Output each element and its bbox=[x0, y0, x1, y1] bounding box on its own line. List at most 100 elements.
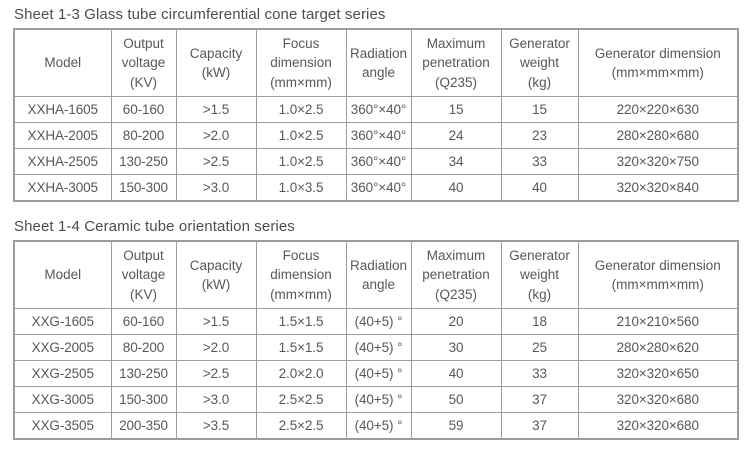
cell-capacity: >3.5 bbox=[175, 412, 257, 440]
table-row: XXHA-2505 130-250 >2.5 1.0×2.5 360°×40° … bbox=[13, 148, 739, 175]
header-focus-dimension: Focus dimension (mm×mm) bbox=[255, 28, 347, 97]
cell-max-penetration: 40 bbox=[410, 360, 502, 387]
cell-radiation-angle: (40+5) ° bbox=[345, 334, 412, 361]
ceramic-tube-table-section: Sheet 1-4 Ceramic tube orientation serie… bbox=[13, 218, 750, 440]
cell-capacity: >2.0 bbox=[175, 122, 257, 149]
cell-generator-weight: 25 bbox=[500, 334, 579, 361]
cell-model: XXHA-2005 bbox=[13, 122, 112, 149]
cell-max-penetration: 59 bbox=[410, 412, 502, 440]
table-row: XXG-2505 130-250 >2.5 2.0×2.0 (40+5) ° 4… bbox=[13, 360, 739, 387]
cell-generator-weight: 23 bbox=[500, 122, 579, 149]
cell-focus-dimension: 1.0×3.5 bbox=[255, 174, 347, 202]
cell-model: XXHA-1605 bbox=[13, 96, 112, 123]
header-model: Model bbox=[13, 28, 112, 97]
table-row: XXG-3505 200-350 >3.5 2.5×2.5 (40+5) ° 5… bbox=[13, 412, 739, 440]
header-radiation-angle: Radiation angle bbox=[345, 28, 412, 97]
header-generator-dimension: Generator dimension (mm×mm×mm) bbox=[577, 28, 739, 97]
cell-generator-dimension: 320×320×680 bbox=[577, 386, 739, 413]
header-generator-dimension: Generator dimension (mm×mm×mm) bbox=[577, 240, 739, 309]
cell-output-voltage: 150-300 bbox=[110, 174, 177, 202]
cell-radiation-angle: 360°×40° bbox=[345, 96, 412, 123]
cell-model: XXHA-2505 bbox=[13, 148, 112, 175]
cell-capacity: >1.5 bbox=[175, 96, 257, 123]
cell-model: XXG-3505 bbox=[13, 412, 112, 440]
cell-output-voltage: 60-160 bbox=[110, 96, 177, 123]
table-row: XXG-1605 60-160 >1.5 1.5×1.5 (40+5) ° 20… bbox=[13, 308, 739, 335]
glass-tube-table-section: Sheet 1-3 Glass tube circumferential con… bbox=[13, 6, 750, 202]
cell-output-voltage: 130-250 bbox=[110, 148, 177, 175]
header-focus-dimension: Focus dimension (mm×mm) bbox=[255, 240, 347, 309]
cell-generator-weight: 40 bbox=[500, 174, 579, 202]
cell-generator-weight: 18 bbox=[500, 308, 579, 335]
cell-radiation-angle: 360°×40° bbox=[345, 174, 412, 202]
header-generator-weight: Generator weight (kg) bbox=[500, 28, 579, 97]
header-generator-weight: Generator weight (kg) bbox=[500, 240, 579, 309]
cell-generator-dimension: 320×320×650 bbox=[577, 360, 739, 387]
cell-focus-dimension: 2.0×2.0 bbox=[255, 360, 347, 387]
header-model: Model bbox=[13, 240, 112, 309]
cell-max-penetration: 34 bbox=[410, 148, 502, 175]
cell-focus-dimension: 1.5×1.5 bbox=[255, 334, 347, 361]
cell-generator-dimension: 220×220×630 bbox=[577, 96, 739, 123]
sheet-1-4-title: Sheet 1-4 Ceramic tube orientation serie… bbox=[14, 218, 295, 235]
glass-tube-spec-table: Model Output voltage (KV) Capacity (kW) … bbox=[13, 28, 739, 202]
cell-output-voltage: 60-160 bbox=[110, 308, 177, 335]
cell-generator-weight: 33 bbox=[500, 360, 579, 387]
table-row: XXG-2005 80-200 >2.0 1.5×1.5 (40+5) ° 30… bbox=[13, 334, 739, 361]
cell-capacity: >2.5 bbox=[175, 148, 257, 175]
cell-focus-dimension: 1.0×2.5 bbox=[255, 96, 347, 123]
header-capacity: Capacity (kW) bbox=[175, 28, 257, 97]
cell-generator-dimension: 280×280×620 bbox=[577, 334, 739, 361]
cell-generator-dimension: 320×320×750 bbox=[577, 148, 739, 175]
ceramic-tube-spec-table: Model Output voltage (KV) Capacity (kW) … bbox=[13, 240, 739, 440]
cell-generator-dimension: 280×280×680 bbox=[577, 122, 739, 149]
cell-capacity: >1.5 bbox=[175, 308, 257, 335]
cell-max-penetration: 50 bbox=[410, 386, 502, 413]
cell-generator-dimension: 320×320×840 bbox=[577, 174, 739, 202]
cell-radiation-angle: (40+5) ° bbox=[345, 308, 412, 335]
header-row: Model Output voltage (KV) Capacity (kW) … bbox=[13, 240, 739, 309]
cell-capacity: >2.5 bbox=[175, 360, 257, 387]
cell-focus-dimension: 2.5×2.5 bbox=[255, 386, 347, 413]
cell-output-voltage: 80-200 bbox=[110, 122, 177, 149]
table-row: XXHA-2005 80-200 >2.0 1.0×2.5 360°×40° 2… bbox=[13, 122, 739, 149]
table-row: XXG-3005 150-300 >3.0 2.5×2.5 (40+5) ° 5… bbox=[13, 386, 739, 413]
cell-radiation-angle: 360°×40° bbox=[345, 122, 412, 149]
cell-output-voltage: 150-300 bbox=[110, 386, 177, 413]
sheet-1-3-title: Sheet 1-3 Glass tube circumferential con… bbox=[14, 6, 386, 23]
table-row: XXHA-1605 60-160 >1.5 1.0×2.5 360°×40° 1… bbox=[13, 96, 739, 123]
cell-generator-weight: 15 bbox=[500, 96, 579, 123]
cell-max-penetration: 30 bbox=[410, 334, 502, 361]
cell-radiation-angle: (40+5) ° bbox=[345, 386, 412, 413]
header-max-penetration: Maximum penetration (Q235) bbox=[410, 240, 502, 309]
cell-focus-dimension: 2.5×2.5 bbox=[255, 412, 347, 440]
cell-capacity: >2.0 bbox=[175, 334, 257, 361]
header-capacity: Capacity (kW) bbox=[175, 240, 257, 309]
cell-model: XXG-2505 bbox=[13, 360, 112, 387]
cell-focus-dimension: 1.5×1.5 bbox=[255, 308, 347, 335]
cell-max-penetration: 15 bbox=[410, 96, 502, 123]
cell-generator-weight: 37 bbox=[500, 412, 579, 440]
header-max-penetration: Maximum penetration (Q235) bbox=[410, 28, 502, 97]
cell-radiation-angle: (40+5) ° bbox=[345, 412, 412, 440]
cell-capacity: >3.0 bbox=[175, 386, 257, 413]
cell-model: XXG-1605 bbox=[13, 308, 112, 335]
cell-focus-dimension: 1.0×2.5 bbox=[255, 122, 347, 149]
cell-max-penetration: 40 bbox=[410, 174, 502, 202]
table-row: XXHA-3005 150-300 >3.0 1.0×3.5 360°×40° … bbox=[13, 174, 739, 202]
header-output-voltage: Output voltage (KV) bbox=[110, 28, 177, 97]
cell-radiation-angle: (40+5) ° bbox=[345, 360, 412, 387]
page: Sheet 1-3 Glass tube circumferential con… bbox=[13, 6, 750, 440]
cell-model: XXG-2005 bbox=[13, 334, 112, 361]
header-radiation-angle: Radiation angle bbox=[345, 240, 412, 309]
cell-generator-dimension: 210×210×560 bbox=[577, 308, 739, 335]
cell-focus-dimension: 1.0×2.5 bbox=[255, 148, 347, 175]
cell-output-voltage: 200-350 bbox=[110, 412, 177, 440]
cell-model: XXHA-3005 bbox=[13, 174, 112, 202]
cell-max-penetration: 20 bbox=[410, 308, 502, 335]
cell-radiation-angle: 360°×40° bbox=[345, 148, 412, 175]
header-row: Model Output voltage (KV) Capacity (kW) … bbox=[13, 28, 739, 97]
cell-generator-dimension: 320×320×680 bbox=[577, 412, 739, 440]
cell-model: XXG-3005 bbox=[13, 386, 112, 413]
cell-generator-weight: 33 bbox=[500, 148, 579, 175]
